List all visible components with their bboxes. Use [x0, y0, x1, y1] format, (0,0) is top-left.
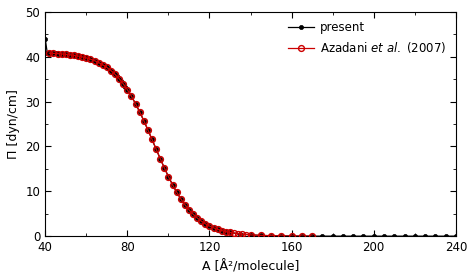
Y-axis label: Π [dyn/cm]: Π [dyn/cm] [7, 89, 20, 159]
Azadani $\it{et\ al.}$ (2007) [186, 208, 192, 211]
X-axis label: A [Å²/molecule]: A [Å²/molecule] [202, 260, 299, 273]
present [453, 234, 459, 238]
present [91, 59, 97, 62]
Line: Azadani $\it{et\ al.}$ (2007): Azadani $\it{et\ al.}$ (2007) [46, 50, 315, 239]
present [42, 37, 48, 41]
Line: present: present [43, 37, 458, 238]
Azadani $\it{et\ al.}$ (2007) [219, 229, 225, 232]
Azadani $\it{et\ al.}$ (2007) [46, 52, 52, 55]
present [170, 183, 175, 186]
Legend: present, Azadani $\it{et\ al.}$ (2007): present, Azadani $\it{et\ al.}$ (2007) [284, 18, 450, 59]
present [392, 234, 397, 238]
Azadani $\it{et\ al.}$ (2007) [51, 52, 56, 55]
Azadani $\it{et\ al.}$ (2007) [310, 234, 315, 238]
Azadani $\it{et\ al.}$ (2007) [128, 95, 134, 98]
present [46, 52, 52, 55]
present [137, 110, 143, 114]
Azadani $\it{et\ al.}$ (2007) [174, 190, 180, 194]
Azadani $\it{et\ al.}$ (2007) [194, 216, 200, 220]
present [94, 60, 100, 63]
